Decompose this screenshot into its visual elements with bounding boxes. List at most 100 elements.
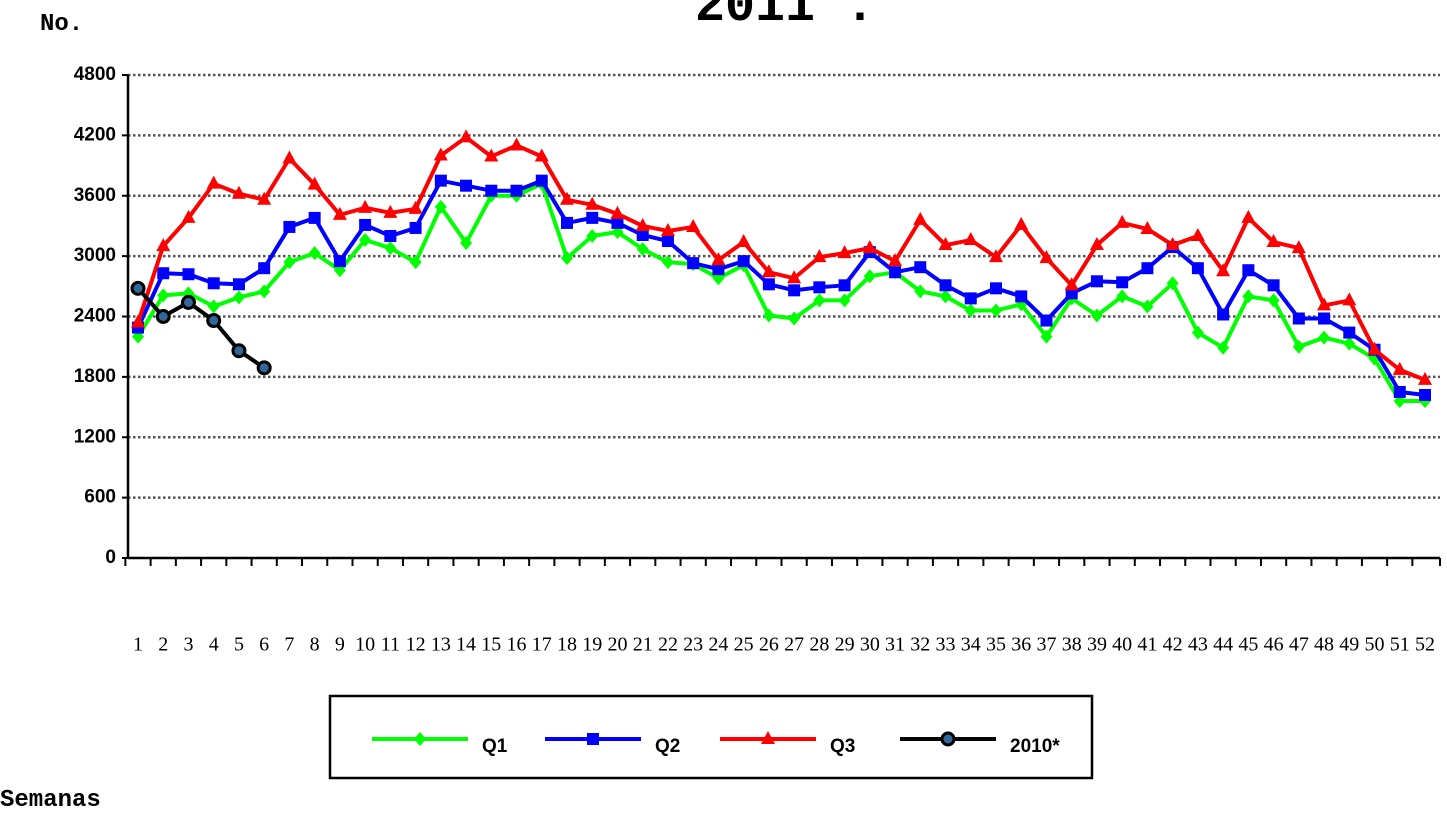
point — [686, 218, 701, 232]
point — [1090, 275, 1103, 288]
point — [207, 299, 220, 314]
point — [1166, 276, 1179, 291]
x-tick-label: 28 — [809, 634, 829, 656]
point — [1367, 341, 1382, 355]
legend-label: Q1 — [482, 736, 508, 757]
point — [1393, 385, 1406, 398]
x-tick-label: 40 — [1112, 634, 1132, 656]
point — [384, 241, 397, 256]
point — [1343, 326, 1356, 339]
point — [510, 184, 523, 197]
x-tick-label: 46 — [1264, 634, 1284, 656]
point — [1418, 371, 1432, 385]
point — [1191, 325, 1204, 340]
x-tick-label: 16 — [507, 634, 527, 656]
point — [1317, 297, 1332, 311]
point — [1165, 237, 1180, 251]
point — [409, 221, 422, 234]
x-tick-label: 35 — [986, 634, 1006, 656]
point — [964, 292, 977, 305]
x-tick-label: 42 — [1163, 634, 1183, 656]
x-tick-label: 12 — [406, 634, 426, 656]
point — [256, 360, 272, 376]
point — [484, 148, 499, 162]
point — [1343, 336, 1356, 351]
point — [1342, 292, 1357, 306]
point — [761, 264, 776, 278]
legend-label: Q3 — [830, 736, 855, 757]
point — [736, 234, 751, 248]
point — [460, 179, 473, 192]
point — [1292, 339, 1305, 354]
point — [1318, 312, 1331, 325]
point — [283, 255, 296, 270]
point — [1090, 308, 1103, 323]
point — [1241, 209, 1256, 223]
point — [333, 255, 346, 268]
x-tick-label: 29 — [835, 634, 855, 656]
point — [762, 308, 775, 323]
x-tick-label: 47 — [1289, 634, 1309, 656]
y-tick-label: 3000 — [74, 245, 116, 266]
point — [863, 269, 876, 284]
y-tick-label: 1800 — [74, 366, 116, 387]
x-tick-label: 9 — [335, 634, 345, 656]
x-tick-label: 51 — [1390, 634, 1410, 656]
x-tick-label: 17 — [532, 634, 552, 656]
x-tick-label: 13 — [431, 634, 451, 656]
point — [1141, 299, 1154, 314]
point — [359, 233, 372, 248]
x-tick-label: 18 — [557, 634, 577, 656]
point — [131, 314, 145, 328]
point — [660, 222, 675, 236]
point — [762, 278, 775, 291]
point — [990, 303, 1002, 318]
point — [837, 245, 852, 259]
legend-marker — [940, 731, 956, 747]
y-axis-label: No. — [40, 11, 83, 38]
point — [157, 288, 170, 303]
point — [1015, 290, 1028, 303]
point — [180, 294, 196, 310]
point — [636, 228, 649, 241]
point — [939, 279, 952, 292]
x-tick-label: 26 — [759, 634, 779, 656]
x-axis-label: Semanas — [0, 787, 101, 814]
y-tick-label: 1200 — [74, 426, 116, 447]
point — [862, 240, 877, 254]
point — [156, 238, 171, 252]
point — [787, 270, 802, 284]
x-tick-label: 30 — [860, 634, 880, 656]
point — [1217, 308, 1230, 321]
point — [308, 246, 321, 261]
point — [282, 150, 297, 164]
x-tick-label: 21 — [633, 634, 653, 656]
point — [687, 257, 700, 270]
point — [1242, 264, 1255, 277]
point — [788, 311, 801, 326]
point — [963, 232, 978, 246]
point — [914, 284, 927, 299]
x-tick-label: 15 — [481, 634, 501, 656]
x-tick-label: 34 — [961, 634, 981, 656]
x-tick-label: 50 — [1365, 634, 1385, 656]
point — [1089, 237, 1104, 251]
point — [661, 235, 674, 248]
point — [1141, 262, 1154, 275]
x-tick-label: 3 — [183, 634, 193, 656]
point — [1116, 289, 1129, 304]
point — [130, 280, 146, 296]
point — [586, 229, 599, 243]
point — [207, 277, 220, 290]
legend-marker — [761, 731, 775, 744]
x-tick-label: 27 — [784, 634, 804, 656]
series-line — [136, 135, 1426, 382]
point — [1267, 279, 1280, 292]
point — [232, 278, 245, 291]
y-tick-label: 3600 — [74, 185, 116, 206]
point — [434, 199, 447, 214]
point — [1217, 340, 1230, 355]
legend-marker — [587, 733, 599, 745]
point — [838, 279, 851, 292]
x-tick-label: 38 — [1062, 634, 1082, 656]
